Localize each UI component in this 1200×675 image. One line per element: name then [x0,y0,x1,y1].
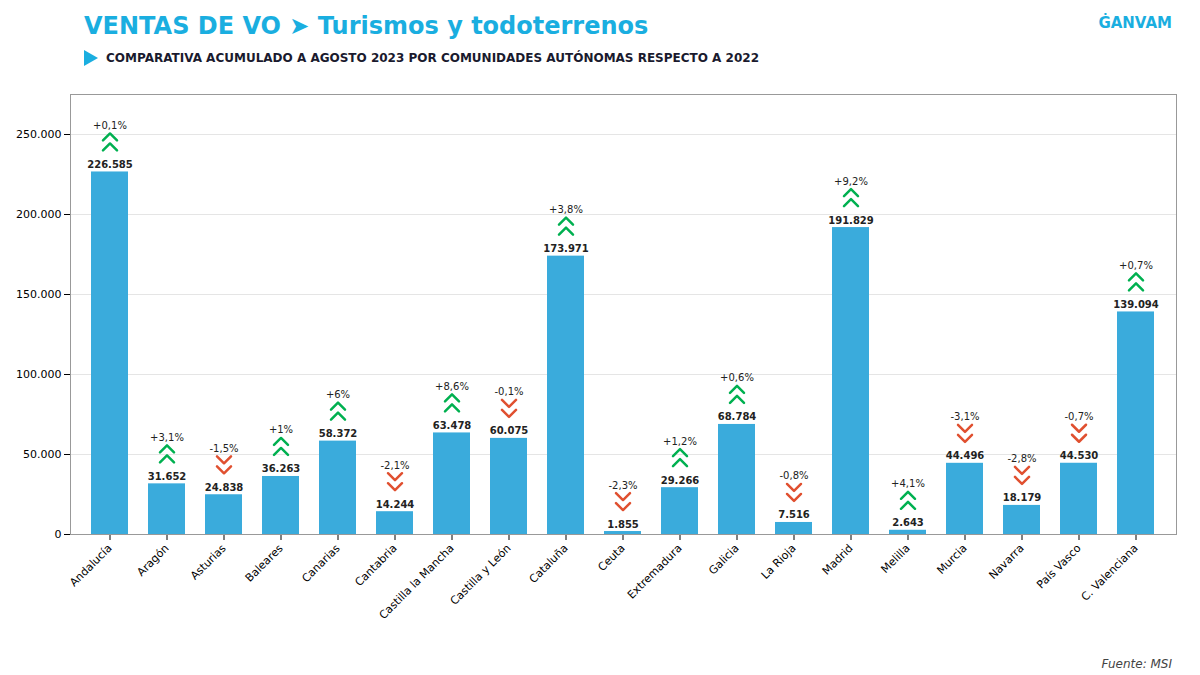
svg-text:44.530: 44.530 [1060,450,1099,461]
svg-text:Asturias: Asturias [188,542,229,583]
svg-text:Extremadura: Extremadura [625,542,685,602]
svg-text:7.516: 7.516 [778,509,810,520]
svg-text:36.263: 36.263 [262,463,301,474]
svg-text:60.075: 60.075 [490,425,529,436]
svg-text:-0,7%: -0,7% [1064,411,1093,422]
svg-text:-2,8%: -2,8% [1007,453,1036,464]
svg-text:Andalucía: Andalucía [67,542,114,589]
html-text:Fuente: MSI: Fuente: MSI [1101,657,1172,671]
svg-text:Navarra: Navarra [986,542,1026,582]
svg-text:-2,3%: -2,3% [608,480,637,491]
svg-text:0: 0 [55,528,62,541]
svg-text:+1,2%: +1,2% [663,436,697,447]
svg-text:Aragón: Aragón [134,542,171,579]
svg-text:Cantabria: Cantabria [352,542,399,589]
svg-text:Baleares: Baleares [243,542,286,585]
svg-text:250.000: 250.000 [16,128,62,141]
svg-text:+6%: +6% [326,389,350,400]
svg-text:63.478: 63.478 [433,420,472,431]
svg-text:+4,1%: +4,1% [891,478,925,489]
svg-text:14.244: 14.244 [376,499,415,510]
svg-text:La Rioja: La Rioja [759,542,799,582]
svg-text:150.000: 150.000 [16,288,62,301]
svg-text:-1,5%: -1,5% [209,443,238,454]
svg-text:Ceuta: Ceuta [595,542,627,574]
svg-text:1.855: 1.855 [607,519,639,530]
svg-text:139.094: 139.094 [1113,299,1159,310]
svg-text:Madrid: Madrid [820,542,856,578]
svg-text:+3,8%: +3,8% [549,204,583,215]
svg-text:173.971: 173.971 [543,243,589,254]
svg-text:Castilla y León: Castilla y León [448,542,514,608]
svg-text:200.000: 200.000 [16,208,62,221]
svg-text:Murcia: Murcia [935,542,970,577]
svg-text:191.829: 191.829 [828,215,874,226]
svg-text:29.266: 29.266 [661,475,700,486]
svg-text:Melilla: Melilla [879,542,913,576]
svg-text:+0,7%: +0,7% [1119,260,1153,271]
svg-text:+0,6%: +0,6% [720,372,754,383]
svg-text:50.000: 50.000 [23,448,62,461]
html-text:VENTAS DE VO ➤ Turismos y todo: VENTAS DE VO ➤ Turismos y todoterrenos [84,12,649,40]
svg-text:-2,1%: -2,1% [380,460,409,471]
svg-text:+3,1%: +3,1% [150,432,184,443]
svg-text:+8,6%: +8,6% [435,381,469,392]
svg-text:44.496: 44.496 [946,450,985,461]
svg-text:Canarias: Canarias [299,542,342,585]
svg-text:Cataluña: Cataluña [527,542,571,586]
svg-text:100.000: 100.000 [16,368,62,381]
svg-text:+1%: +1% [269,424,293,435]
svg-text:24.838: 24.838 [205,482,244,493]
svg-text:-0,1%: -0,1% [494,386,523,397]
svg-text:+9,2%: +9,2% [834,176,868,187]
svg-text:Castilla la Mancha: Castilla la Mancha [377,542,457,622]
svg-text:Galicia: Galicia [706,542,742,578]
svg-text:País Vasco: País Vasco [1034,542,1084,592]
svg-text:2.643: 2.643 [892,517,924,528]
svg-text:-0,8%: -0,8% [779,470,808,481]
svg-text:31.652: 31.652 [148,471,187,482]
svg-text:+0,1%: +0,1% [93,120,127,131]
svg-text:-3,1%: -3,1% [950,411,979,422]
svg-text:68.784: 68.784 [718,411,757,422]
html-text:ĠANVAM: ĠANVAM [1098,14,1172,32]
svg-text:58.372: 58.372 [319,428,358,439]
svg-text:C. Valenciana: C. Valenciana [1079,542,1141,604]
svg-text:226.585: 226.585 [87,159,133,170]
svg-text:18.179: 18.179 [1003,492,1042,503]
html-text:COMPARATIVA ACUMULADO A AGOSTO: COMPARATIVA ACUMULADO A AGOSTO 2023 POR … [106,51,759,65]
